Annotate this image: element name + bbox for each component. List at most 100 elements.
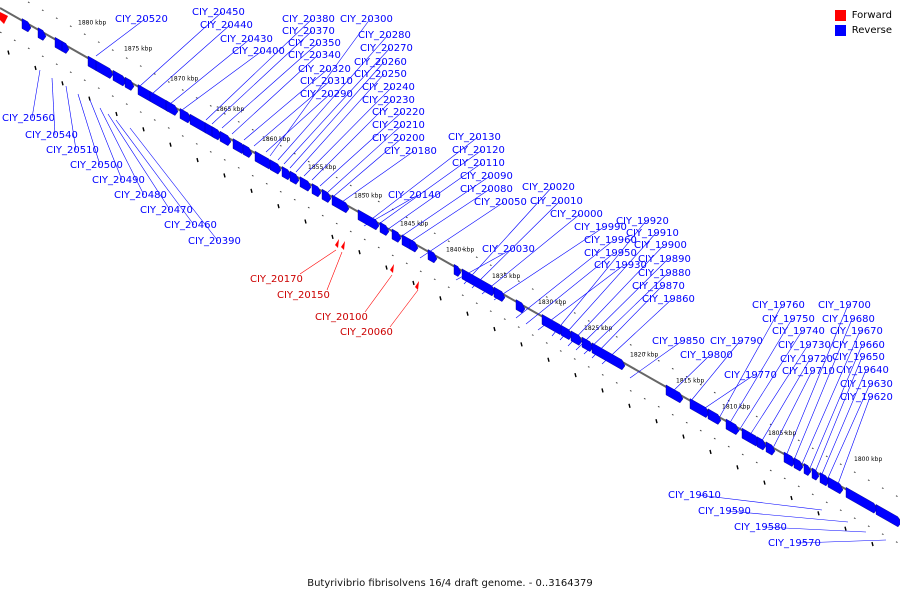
legend: Forward Reverse	[834, 8, 892, 38]
guide-dot	[433, 232, 436, 235]
gene-label: CIY_20060	[340, 327, 393, 338]
leader-line	[283, 47, 391, 165]
guide-dot	[195, 97, 198, 99]
gene-label: CIY_20520	[115, 14, 168, 25]
leader-line	[747, 344, 809, 439]
guide-dot	[741, 453, 744, 456]
gene-label: CIY_20250	[354, 69, 407, 80]
gene-label: CIY_19790	[710, 336, 763, 347]
gene-label: CIY_19730	[778, 340, 831, 351]
reverse-gene	[311, 183, 322, 198]
gene-label: CIY_20240	[362, 82, 415, 93]
reverse-gene	[741, 427, 760, 447]
leader-line	[763, 526, 867, 533]
guide-dot	[195, 143, 198, 145]
gene-label: CIY_20230	[362, 95, 415, 106]
guide-dot	[307, 160, 310, 163]
gene-label: CIY_20540	[25, 130, 78, 141]
leader-line	[364, 274, 393, 313]
gene-label: CIY_19650	[832, 352, 885, 363]
guide-dot	[573, 312, 576, 314]
reverse-gene	[409, 238, 419, 253]
gene-label: CIY_20140	[388, 190, 441, 201]
guide-dot	[811, 447, 814, 450]
guide-dot	[419, 224, 422, 227]
guide-dot	[797, 485, 800, 488]
leader-line	[793, 318, 853, 461]
tick-label: 1845 kbp	[400, 221, 428, 228]
gene-label: CIY_19710	[782, 366, 835, 377]
guide-mark	[790, 495, 793, 501]
leader-line	[95, 18, 146, 57]
reverse-gene	[581, 336, 594, 352]
reverse-gene	[811, 467, 820, 481]
reverse-gene	[379, 221, 390, 236]
guide-dot	[531, 334, 534, 336]
figure-caption: Butyrivibrio fibrisolvens 16/4 draft gen…	[307, 578, 593, 589]
leader-line	[601, 298, 673, 365]
reverse-gene	[803, 463, 812, 476]
guide-dot	[825, 501, 828, 504]
leader-line	[221, 42, 319, 129]
gene-label: CIY_20500	[70, 160, 123, 171]
gene-label: CIY_20270	[360, 43, 413, 54]
gene-label: CIY_20210	[372, 120, 425, 131]
reverse-gene	[793, 457, 804, 472]
leader-line	[326, 251, 343, 291]
guide-dot	[657, 405, 660, 408]
leader-line	[107, 113, 171, 211]
guide-dot	[671, 413, 674, 416]
tick-label: 1870 kbp	[170, 76, 198, 83]
guide-mark	[250, 188, 253, 193]
leader-line	[99, 107, 145, 196]
axis-line	[0, 7, 900, 521]
leader-line	[801, 330, 861, 465]
leader-line	[537, 264, 625, 331]
guide-mark	[115, 111, 118, 117]
gene-label: CIY_20460	[164, 220, 217, 231]
leader-line	[151, 24, 231, 95]
leader-line	[299, 249, 337, 275]
leader-line	[515, 239, 615, 319]
leader-line	[341, 150, 415, 203]
reverse-gene	[493, 286, 506, 302]
guide-dot	[867, 479, 870, 482]
gene-label: CIY_20120	[452, 145, 505, 156]
guide-mark	[88, 96, 91, 101]
gene-label: CIY_19880	[638, 268, 691, 279]
leader-line	[727, 318, 793, 427]
legend-reverse: Reverse	[834, 23, 892, 38]
leader-line	[169, 38, 251, 105]
reverse-gene	[321, 188, 332, 203]
guide-dot	[83, 79, 86, 82]
guide-dot	[0, 31, 2, 34]
guide-dot	[503, 272, 506, 275]
gene-label: CIY_20350	[288, 38, 341, 49]
leader-line	[89, 99, 123, 181]
guide-dot	[643, 351, 646, 354]
reverse-gene	[461, 268, 496, 297]
leader-line	[303, 86, 393, 177]
reverse-gene	[124, 76, 135, 91]
reverse-swatch	[834, 25, 846, 36]
gene-label: CIY_20400	[232, 46, 285, 57]
guide-dot	[335, 222, 338, 225]
gene-label: CIY_20150	[277, 290, 330, 301]
gene-label: CIY_20450	[192, 7, 245, 18]
reverse-gene	[427, 249, 438, 264]
gene-label: CIY_20390	[188, 236, 241, 247]
reverse-gene	[61, 40, 70, 54]
gene-label: CIY_19950	[584, 248, 637, 259]
tick-label: 1800 kbp	[854, 456, 882, 463]
leader-line	[51, 77, 56, 136]
guide-dot	[209, 151, 212, 153]
gene-label: CIY_19850	[652, 336, 705, 347]
gene-label: CIY_20490	[92, 175, 145, 186]
reverse-gene	[819, 472, 830, 487]
guide-dot	[685, 421, 688, 424]
guide-dot	[391, 254, 394, 257]
leader-line	[567, 244, 665, 347]
dotted-guides	[0, 1, 898, 547]
reverse-gene	[875, 504, 900, 528]
